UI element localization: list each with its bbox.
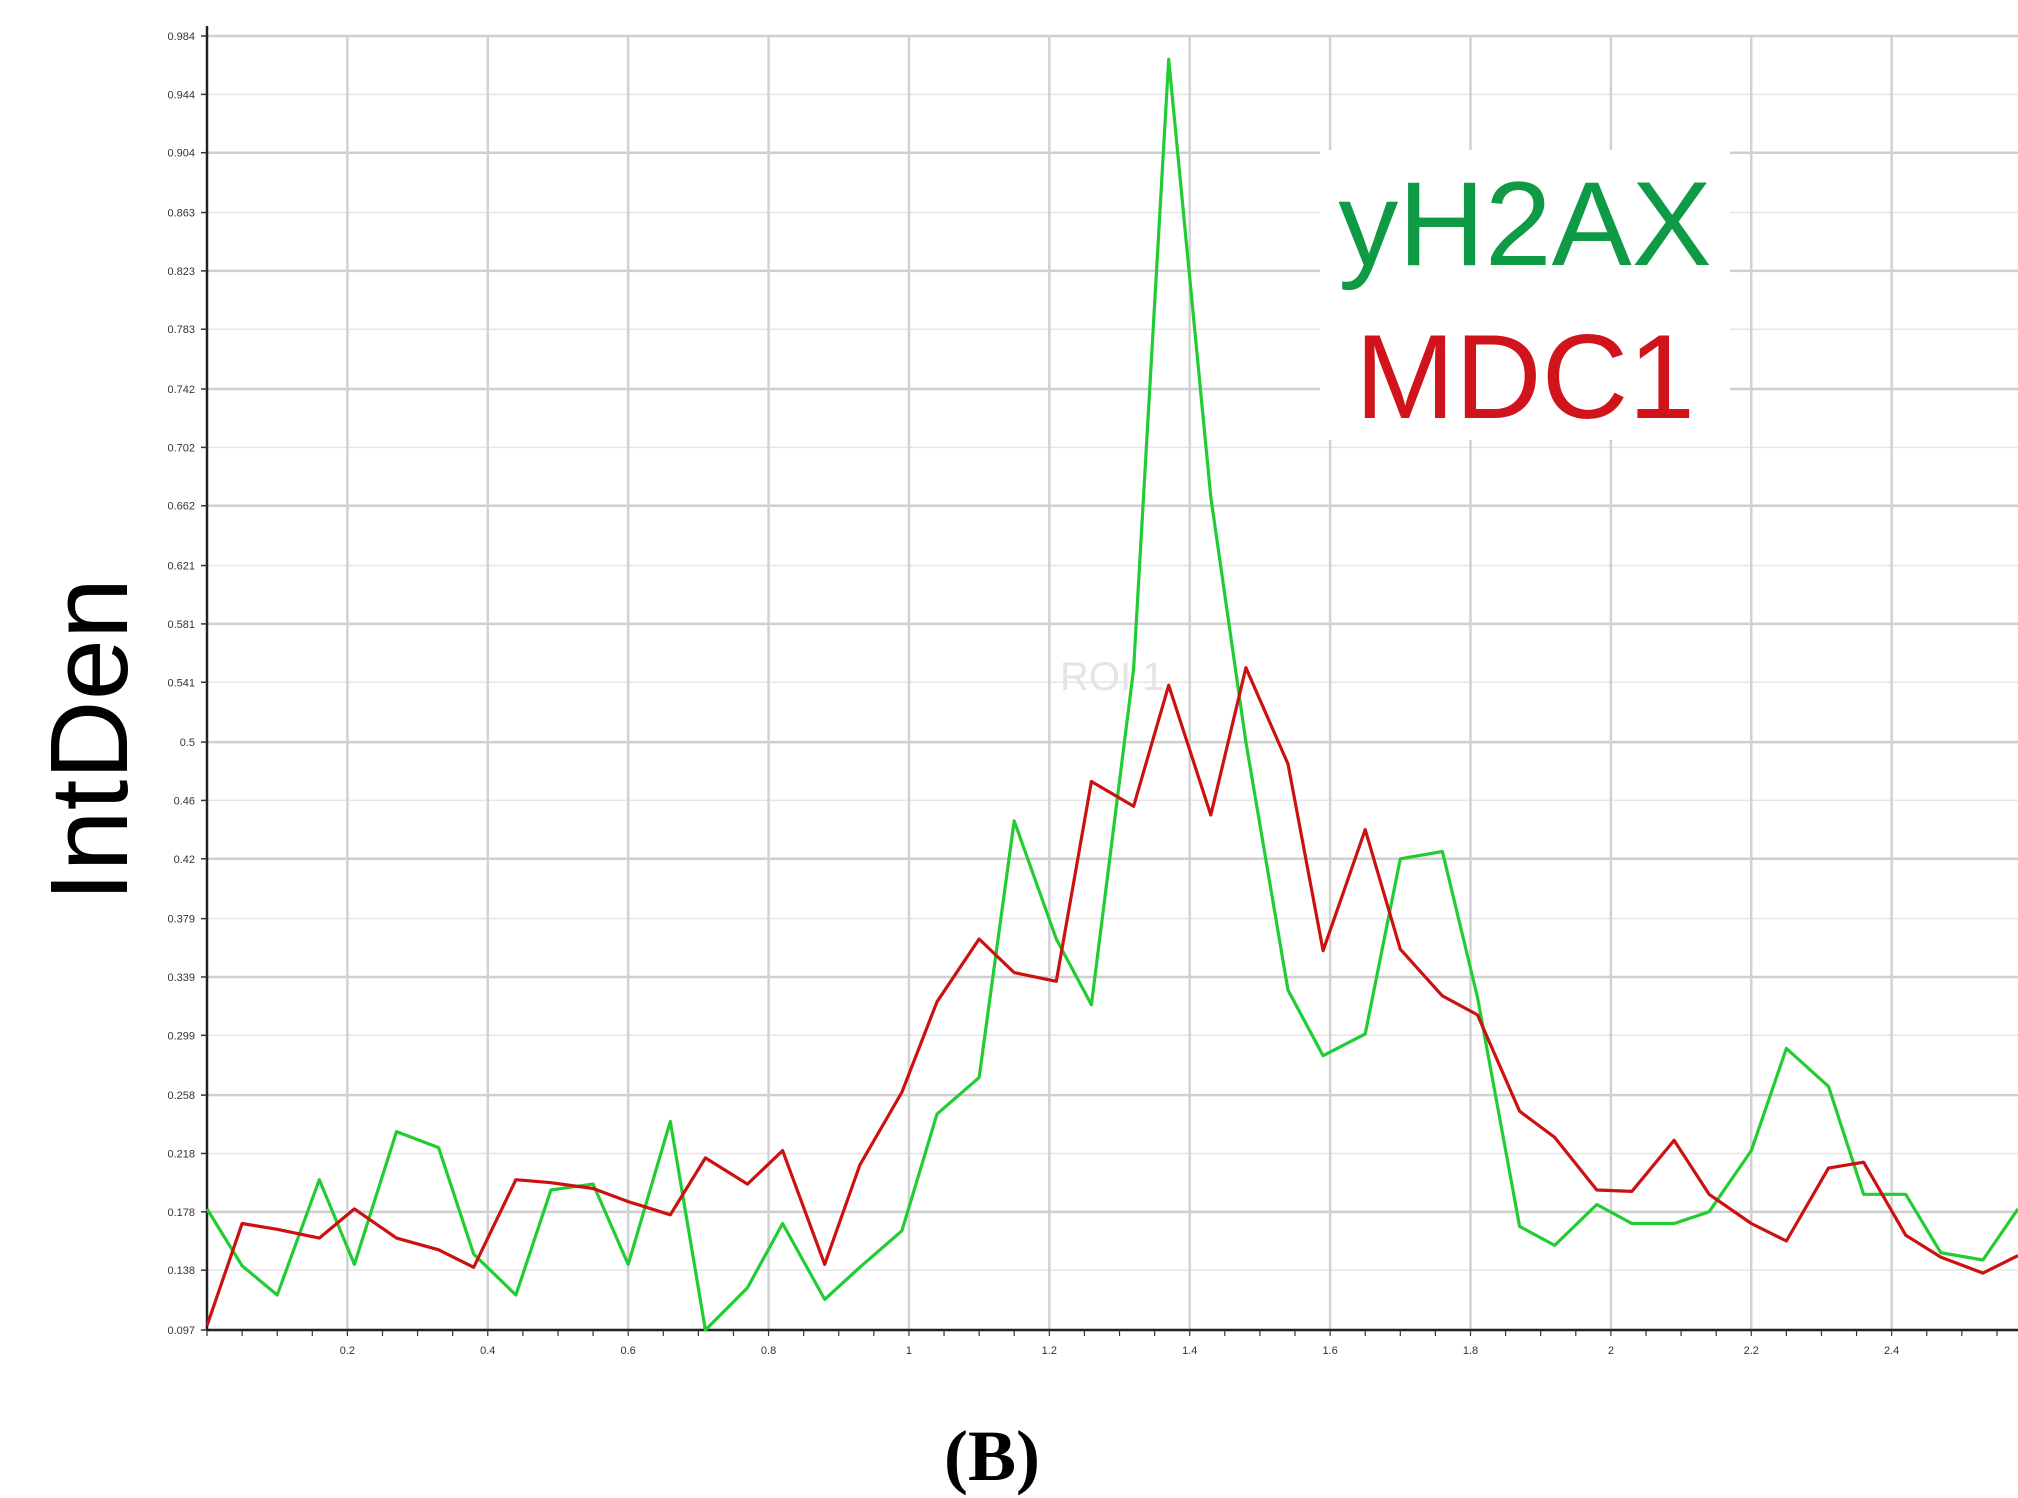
y-tick-labels: 0.097 0.138 0.178 0.218 0.258 0.299 0.339 0.379… bbox=[167, 31, 207, 1337]
y-tick-label: 0.662 bbox=[167, 501, 195, 513]
legend-entry-mdc1: MDC1 bbox=[1355, 310, 1695, 444]
y-tick-label: 0.46 bbox=[174, 795, 195, 807]
y-tick-label: 0.944 bbox=[167, 89, 195, 101]
x-tick-label: 2.4 bbox=[1884, 1345, 1899, 1357]
x-tick-label: 0.8 bbox=[761, 1345, 776, 1357]
y-tick-label: 0.702 bbox=[167, 442, 195, 454]
series-lines bbox=[205, 57, 2018, 1332]
y-tick-label: 0.339 bbox=[167, 972, 195, 984]
y-tick-label: 0.42 bbox=[174, 854, 195, 866]
x-tick-label: 0.6 bbox=[621, 1345, 636, 1357]
y-axis-label: IntDen bbox=[28, 578, 151, 902]
y-tick-label: 0.742 bbox=[167, 384, 195, 396]
x-tick-label: 1.6 bbox=[1322, 1345, 1337, 1357]
legend: yH2AX MDC1 bbox=[1320, 150, 1730, 444]
y-tick-label: 0.823 bbox=[167, 266, 195, 278]
x-tick-label: 2 bbox=[1608, 1345, 1614, 1357]
y-tick-label: 0.218 bbox=[167, 1148, 195, 1160]
x-tick-labels: 0.2 0.4 0.6 0.8 1 1.2 1.4 1.6 1.8 2 2.2 2.4 bbox=[206, 1330, 1998, 1357]
legend-entry-yh2ax: yH2AX bbox=[1338, 157, 1711, 291]
legend-background bbox=[1320, 150, 1730, 440]
y-tick-label: 0.581 bbox=[167, 619, 195, 631]
y-tick-label: 0.178 bbox=[167, 1207, 195, 1219]
series-line-mdc1 bbox=[205, 666, 2018, 1327]
y-tick-label: 0.379 bbox=[167, 914, 195, 926]
y-tick-label: 0.904 bbox=[167, 148, 195, 160]
x-tick-label: 2.2 bbox=[1744, 1345, 1759, 1357]
gridlines bbox=[207, 34, 2018, 1332]
y-tick-label: 0.299 bbox=[167, 1030, 195, 1042]
x-tick-label: 0.2 bbox=[340, 1345, 355, 1357]
y-tick-label: 0.541 bbox=[167, 677, 195, 689]
x-tick-label: 1.2 bbox=[1042, 1345, 1057, 1357]
y-tick-label: 0.097 bbox=[167, 1325, 195, 1337]
y-tick-label: 0.138 bbox=[167, 1265, 195, 1277]
x-tick-label: 1.4 bbox=[1182, 1345, 1197, 1357]
y-tick-label: 0.984 bbox=[167, 31, 195, 43]
x-tick-label: 0.4 bbox=[480, 1345, 495, 1357]
panel-label: (B) bbox=[944, 1416, 1040, 1496]
x-tick-label: 1.8 bbox=[1463, 1345, 1478, 1357]
x-tick-label: 1 bbox=[906, 1345, 912, 1357]
series-line-yh2ax bbox=[205, 57, 2018, 1332]
roi-annotation: ROI 1 bbox=[1060, 655, 1164, 699]
y-tick-label: 0.258 bbox=[167, 1090, 195, 1102]
y-tick-label: 0.621 bbox=[167, 561, 195, 573]
y-tick-label: 0.783 bbox=[167, 324, 195, 336]
y-tick-label: 0.863 bbox=[167, 208, 195, 220]
y-tick-label: 0.5 bbox=[180, 737, 195, 749]
